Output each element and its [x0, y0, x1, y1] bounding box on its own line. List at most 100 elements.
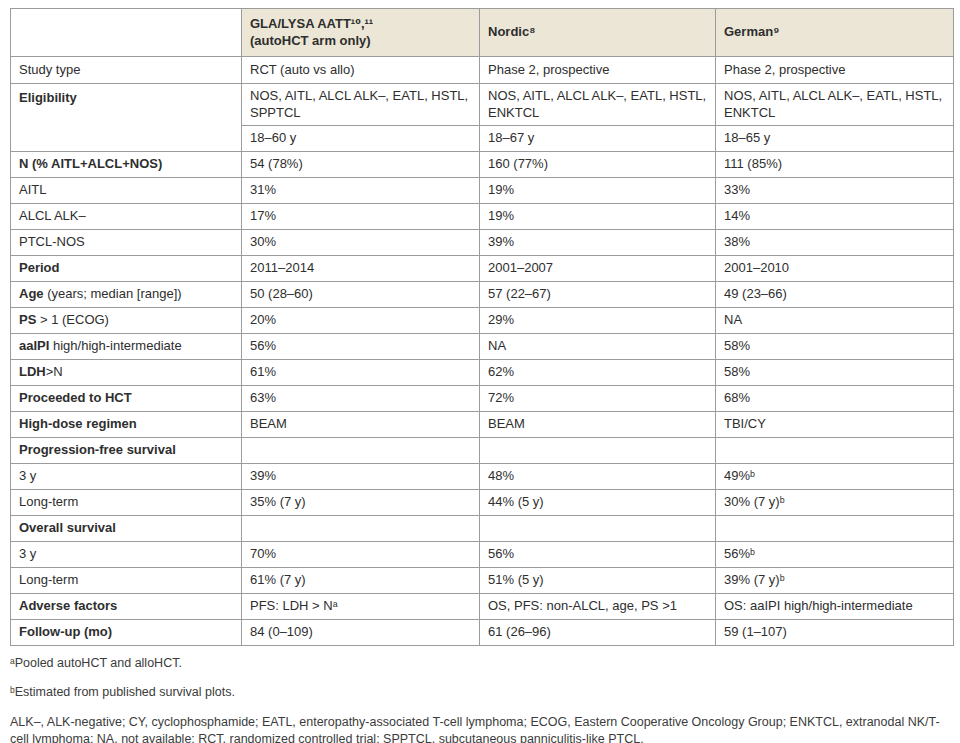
cell-value: 39% — [242, 464, 480, 490]
table-row: AITL 31% 19% 33% — [11, 178, 954, 204]
blank-header-cell — [11, 9, 242, 57]
row-label: Period — [11, 256, 242, 282]
cell-value: 54 (78%) — [242, 152, 480, 178]
column-title: Nordic⁸ — [488, 24, 707, 40]
cell-value: 59 (1–107) — [716, 620, 954, 646]
cell-value: 62% — [480, 360, 716, 386]
cell-value — [716, 516, 954, 542]
cell-value: 19% — [480, 178, 716, 204]
cell-value: 18–65 y — [716, 126, 954, 152]
row-label: N (% AITL+ALCL+NOS) — [11, 152, 242, 178]
cell-value: 44% (5 y) — [480, 490, 716, 516]
cell-value — [242, 438, 480, 464]
cell-value: TBI/CY — [716, 412, 954, 438]
row-label: Eligibility — [11, 84, 242, 152]
row-label: aaIPI high/high-intermediate — [11, 334, 242, 360]
table-row: Long-term 35% (7 y) 44% (5 y) 30% (7 y)ᵇ — [11, 490, 954, 516]
column-title: GLA/LYSA AATT¹⁰,¹¹ — [250, 16, 471, 32]
cell-value: 30% — [242, 230, 480, 256]
cell-value: 2011–2014 — [242, 256, 480, 282]
cell-value: NOS, AITL, ALCL ALK–, EATL, HSTL, ENKTCL — [716, 84, 954, 126]
column-title: German⁹ — [724, 24, 945, 40]
row-label: Proceeded to HCT — [11, 386, 242, 412]
table-row: Long-term 61% (7 y) 51% (5 y) 39% (7 y)ᵇ — [11, 568, 954, 594]
cell-value — [716, 438, 954, 464]
cell-value: 160 (77%) — [480, 152, 716, 178]
cell-value: 111 (85%) — [716, 152, 954, 178]
table-row: High-dose regimen BEAM BEAM TBI/CY — [11, 412, 954, 438]
cell-value: NOS, AITL, ALCL ALK–, EATL, HSTL, SPPTCL — [242, 84, 480, 126]
cell-value: 50 (28–60) — [242, 282, 480, 308]
row-label: Progression-free survival — [11, 438, 242, 464]
row-label: Overall survival — [11, 516, 242, 542]
cell-value: Phase 2, prospective — [716, 57, 954, 84]
table-row: Eligibility NOS, AITL, ALCL ALK–, EATL, … — [11, 84, 954, 126]
column-header-german: German⁹ — [716, 9, 954, 57]
footnotes: ᵃPooled autoHCT and alloHCT. ᵇEstimated … — [10, 655, 955, 743]
table-row: Proceeded to HCT 63% 72% 68% — [11, 386, 954, 412]
cell-value: 61% (7 y) — [242, 568, 480, 594]
cell-value: 84 (0–109) — [242, 620, 480, 646]
cell-value: 29% — [480, 308, 716, 334]
cell-value: 39% — [480, 230, 716, 256]
cell-value: NOS, AITL, ALCL ALK–, EATL, HSTL, ENKTCL — [480, 84, 716, 126]
cell-value: 56% — [480, 542, 716, 568]
cell-value: 35% (7 y) — [242, 490, 480, 516]
cell-value: OS: aaIPI high/high-intermediate — [716, 594, 954, 620]
row-label: Study type — [11, 57, 242, 84]
cell-value: 18–60 y — [242, 126, 480, 152]
row-label: PTCL-NOS — [11, 230, 242, 256]
row-label: ALCL ALK– — [11, 204, 242, 230]
abbreviations: ALK–, ALK-negative; CY, cyclophosphamide… — [10, 714, 955, 743]
cell-value: OS, PFS: non-ALCL, age, PS >1 — [480, 594, 716, 620]
cell-value: BEAM — [242, 412, 480, 438]
row-label: Follow-up (mo) — [11, 620, 242, 646]
row-label: Age (years; median [range]) — [11, 282, 242, 308]
cell-value: 56% — [242, 334, 480, 360]
cell-value: 20% — [242, 308, 480, 334]
cell-value: 58% — [716, 334, 954, 360]
cell-value: BEAM — [480, 412, 716, 438]
study-comparison-table: GLA/LYSA AATT¹⁰,¹¹ (autoHCT arm only) No… — [10, 8, 954, 646]
table-row: Study type RCT (auto vs allo) Phase 2, p… — [11, 57, 954, 84]
row-label: 3 y — [11, 542, 242, 568]
table-row: ALCL ALK– 17% 19% 14% — [11, 204, 954, 230]
table-row: PS > 1 (ECOG) 20% 29% NA — [11, 308, 954, 334]
cell-value: RCT (auto vs allo) — [242, 57, 480, 84]
table-row: Adverse factors PFS: LDH > Nᵃ OS, PFS: n… — [11, 594, 954, 620]
column-subtitle: (autoHCT arm only) — [250, 33, 471, 49]
header-row: GLA/LYSA AATT¹⁰,¹¹ (autoHCT arm only) No… — [11, 9, 954, 57]
cell-value: 33% — [716, 178, 954, 204]
row-label: 3 y — [11, 464, 242, 490]
table-row: N (% AITL+ALCL+NOS) 54 (78%) 160 (77%) 1… — [11, 152, 954, 178]
row-label: High-dose regimen — [11, 412, 242, 438]
table-row: aaIPI high/high-intermediate 56% NA 58% — [11, 334, 954, 360]
table-row: LDH>N 61% 62% 58% — [11, 360, 954, 386]
cell-value: 61 (26–96) — [480, 620, 716, 646]
row-label: AITL — [11, 178, 242, 204]
cell-value: NA — [480, 334, 716, 360]
cell-value: 2001–2007 — [480, 256, 716, 282]
row-label: Adverse factors — [11, 594, 242, 620]
cell-value: 57 (22–67) — [480, 282, 716, 308]
row-label: Long-term — [11, 568, 242, 594]
table-row: PTCL-NOS 30% 39% 38% — [11, 230, 954, 256]
table-row: Follow-up (mo) 84 (0–109) 61 (26–96) 59 … — [11, 620, 954, 646]
cell-value: 38% — [716, 230, 954, 256]
footnote-a: ᵃPooled autoHCT and alloHCT. — [10, 655, 955, 672]
row-label: PS > 1 (ECOG) — [11, 308, 242, 334]
cell-value: 30% (7 y)ᵇ — [716, 490, 954, 516]
cell-value: NA — [716, 308, 954, 334]
table-row: Overall survival — [11, 516, 954, 542]
cell-value: 18–67 y — [480, 126, 716, 152]
cell-value: 63% — [242, 386, 480, 412]
cell-value: 61% — [242, 360, 480, 386]
table-row: Age (years; median [range]) 50 (28–60) 5… — [11, 282, 954, 308]
cell-value: 56%ᵇ — [716, 542, 954, 568]
cell-value: 70% — [242, 542, 480, 568]
cell-value: Phase 2, prospective — [480, 57, 716, 84]
cell-value: 2001–2010 — [716, 256, 954, 282]
cell-value: 49 (23–66) — [716, 282, 954, 308]
cell-value: 58% — [716, 360, 954, 386]
cell-value — [480, 516, 716, 542]
